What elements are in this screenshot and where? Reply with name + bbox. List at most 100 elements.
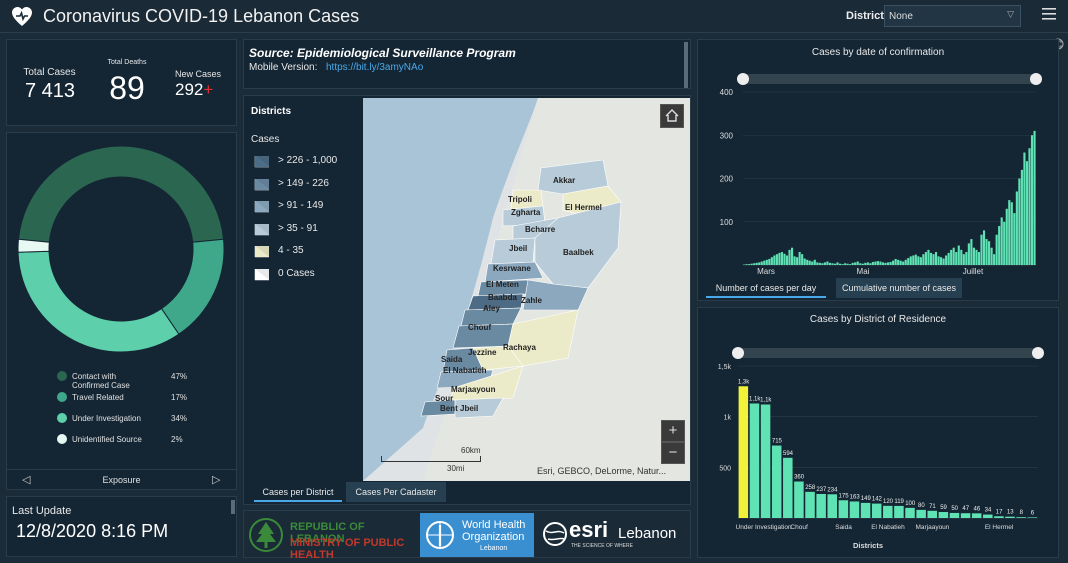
bar[interactable]	[972, 247, 975, 265]
bar[interactable]	[775, 254, 778, 265]
bar[interactable]	[919, 257, 922, 265]
bar[interactable]	[846, 263, 849, 265]
donut-legend-item[interactable]: Under Investigation 34%	[57, 413, 207, 433]
bar[interactable]	[929, 252, 933, 265]
bar[interactable]	[889, 261, 892, 265]
bar[interactable]	[748, 264, 751, 265]
donut-slice-investigation[interactable]	[17, 250, 180, 353]
bar[interactable]	[808, 260, 811, 265]
district-rachaya[interactable]	[507, 309, 579, 367]
tab-cases-per-day[interactable]: Number of cases per day	[706, 278, 826, 298]
chevron-left-icon[interactable]: ◁	[22, 474, 31, 486]
bar[interactable]	[778, 252, 781, 265]
chevron-right-icon[interactable]: ▷	[212, 474, 221, 486]
bar[interactable]	[760, 261, 763, 265]
tab-cumulative-cases[interactable]: Cumulative number of cases	[836, 278, 962, 298]
bar[interactable]	[924, 252, 927, 265]
bar[interactable]	[977, 252, 981, 265]
donut-legend-item[interactable]: Unidentified Source 2%	[57, 434, 207, 454]
district-saida[interactable]	[442, 347, 484, 373]
bar[interactable]	[765, 259, 768, 265]
bar[interactable]	[860, 502, 871, 518]
tab-cases-per-district[interactable]: Cases per District	[254, 482, 342, 502]
bar[interactable]	[1033, 130, 1036, 265]
district-kesrwane[interactable]	[484, 261, 544, 283]
bar[interactable]	[949, 512, 960, 518]
bar[interactable]	[833, 263, 837, 265]
bar[interactable]	[798, 252, 801, 265]
bar[interactable]	[1010, 202, 1013, 265]
zoom-in-button[interactable]: +	[661, 420, 685, 442]
bar[interactable]	[912, 255, 915, 265]
bar[interactable]	[793, 256, 796, 265]
bar[interactable]	[1013, 213, 1016, 265]
bar[interactable]	[773, 255, 776, 265]
bar[interactable]	[914, 254, 917, 265]
bar[interactable]	[755, 262, 758, 265]
bar[interactable]	[738, 386, 749, 518]
bar[interactable]	[902, 261, 905, 265]
bar[interactable]	[841, 264, 844, 265]
bar[interactable]	[796, 257, 799, 265]
bar[interactable]	[849, 264, 852, 265]
bar[interactable]	[947, 252, 950, 265]
bar[interactable]	[982, 230, 986, 265]
bar[interactable]	[927, 249, 930, 265]
bar[interactable]	[962, 254, 965, 265]
bar[interactable]	[932, 254, 935, 265]
bar[interactable]	[750, 263, 753, 265]
bar[interactable]	[985, 239, 988, 265]
zoom-out-button[interactable]: −	[661, 442, 685, 464]
bar[interactable]	[904, 259, 907, 265]
bar[interactable]	[1005, 516, 1015, 518]
bar[interactable]	[980, 234, 983, 265]
bar[interactable]	[861, 263, 864, 265]
bar[interactable]	[897, 259, 900, 265]
mobile-version-link[interactable]: https://bit.ly/3amyNAo	[326, 62, 424, 73]
bar[interactable]	[998, 226, 1001, 265]
bar[interactable]	[849, 501, 860, 518]
bar[interactable]	[836, 262, 839, 265]
scrollbar[interactable]	[684, 42, 688, 88]
bar[interactable]	[811, 261, 814, 265]
bar[interactable]	[884, 262, 887, 265]
bar[interactable]	[879, 261, 882, 265]
bar[interactable]	[994, 516, 1004, 518]
bar[interactable]	[871, 503, 882, 518]
bar[interactable]	[826, 261, 829, 265]
bar[interactable]	[1015, 191, 1018, 265]
bar[interactable]	[1023, 152, 1026, 265]
bar[interactable]	[864, 262, 867, 265]
bar[interactable]	[993, 254, 996, 265]
range-slider-handle[interactable]	[732, 347, 744, 359]
bar[interactable]	[768, 258, 771, 265]
bar[interactable]	[816, 262, 819, 265]
donut-legend-item[interactable]: Travel Related 17%	[57, 392, 207, 412]
menu-icon[interactable]	[1041, 6, 1057, 22]
bar[interactable]	[801, 254, 804, 265]
donut-slice-contact[interactable]	[17, 145, 225, 243]
bar[interactable]	[1016, 517, 1026, 518]
bar[interactable]	[894, 258, 897, 265]
bar[interactable]	[922, 254, 925, 265]
bar[interactable]	[788, 249, 791, 265]
bar[interactable]	[856, 261, 859, 265]
home-button[interactable]	[660, 104, 684, 128]
bar[interactable]	[952, 247, 955, 265]
bar[interactable]	[876, 261, 879, 265]
bar[interactable]	[892, 260, 895, 265]
bar[interactable]	[960, 513, 971, 518]
donut-slice-travel[interactable]	[160, 238, 225, 335]
bar[interactable]	[785, 255, 789, 265]
range-slider-handle[interactable]	[1030, 73, 1042, 85]
bar[interactable]	[907, 258, 910, 265]
bar[interactable]	[942, 258, 945, 265]
tab-cases-per-cadaster[interactable]: Cases Per Cadaster	[346, 482, 446, 502]
bar[interactable]	[937, 256, 940, 265]
bar[interactable]	[816, 493, 826, 518]
bar[interactable]	[827, 494, 837, 518]
district-marjaayoun[interactable]	[450, 365, 524, 403]
bar[interactable]	[831, 263, 834, 265]
bar[interactable]	[938, 512, 949, 518]
bar[interactable]	[760, 404, 771, 518]
